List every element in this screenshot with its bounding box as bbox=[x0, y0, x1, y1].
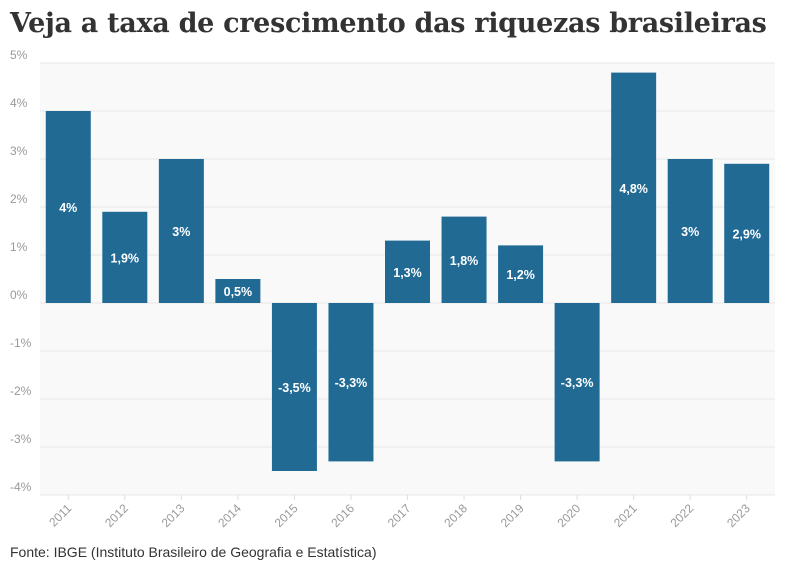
data-label: 0,5% bbox=[224, 285, 253, 299]
bar-chart: 5% 4% 3% 2% 1% 0% -1% -2% -3% -4% 4% 2011 1,9% 2012 3%… bbox=[10, 48, 775, 530]
y-tick-label: 0% bbox=[10, 288, 28, 302]
bar-2023 bbox=[724, 163, 770, 303]
data-label: 1,2% bbox=[506, 268, 535, 282]
bar-2012 bbox=[102, 211, 148, 303]
bar-2018 bbox=[441, 216, 487, 303]
x-tick-label: 2014 bbox=[215, 501, 244, 530]
data-label: 1,9% bbox=[111, 251, 140, 265]
bar-2015 bbox=[271, 303, 317, 471]
y-tick-label: -2% bbox=[10, 384, 32, 398]
bar-2011 bbox=[45, 111, 91, 303]
y-tick-label: -1% bbox=[10, 336, 32, 350]
data-label: 4,8% bbox=[619, 182, 648, 196]
bar-2013 bbox=[158, 159, 204, 303]
x-tick-label: 2013 bbox=[159, 501, 188, 530]
bar-2022 bbox=[667, 159, 713, 303]
y-tick-label: 5% bbox=[10, 48, 28, 62]
data-label: 3% bbox=[681, 225, 699, 239]
x-tick-label: 2021 bbox=[611, 501, 640, 530]
x-tick-label: 2011 bbox=[46, 501, 74, 529]
data-label: 2,9% bbox=[732, 227, 761, 241]
data-label: 1,3% bbox=[393, 266, 422, 280]
y-tick-label: 3% bbox=[10, 144, 28, 158]
x-tick-label: 2023 bbox=[724, 501, 753, 530]
y-tick-label: 2% bbox=[10, 192, 28, 206]
chart-title: Veja a taxa de crescimento das riquezas … bbox=[10, 8, 767, 39]
bar-2017 bbox=[385, 240, 430, 303]
data-label: 1,8% bbox=[450, 254, 479, 268]
bar-2014 bbox=[215, 279, 261, 303]
x-tick-label: 2015 bbox=[272, 501, 301, 530]
y-tick-label: -4% bbox=[10, 480, 32, 494]
bar-2019 bbox=[498, 245, 544, 303]
y-tick-label: -3% bbox=[10, 432, 32, 446]
data-label: -3,5% bbox=[278, 381, 311, 395]
x-tick-label: 2018 bbox=[441, 501, 470, 530]
x-tick-label: 2016 bbox=[328, 501, 357, 530]
data-label: -3,3% bbox=[335, 376, 368, 390]
bar-2020 bbox=[554, 303, 600, 462]
x-tick-label: 2019 bbox=[498, 501, 527, 530]
bar-2021 bbox=[611, 72, 657, 303]
x-tick-label: 2017 bbox=[385, 501, 414, 530]
source-note: Fonte: IBGE (Instituto Brasileiro de Geo… bbox=[10, 544, 377, 560]
x-tick-label: 2020 bbox=[554, 501, 583, 530]
x-tick-label: 2012 bbox=[102, 501, 131, 530]
y-tick-label: 1% bbox=[10, 240, 28, 254]
bar-2016 bbox=[328, 303, 374, 462]
data-label: 3% bbox=[172, 225, 190, 239]
data-label: 4% bbox=[59, 201, 77, 215]
data-label: -3,3% bbox=[561, 376, 594, 390]
y-tick-label: 4% bbox=[10, 96, 28, 110]
x-tick-label: 2022 bbox=[668, 501, 697, 530]
